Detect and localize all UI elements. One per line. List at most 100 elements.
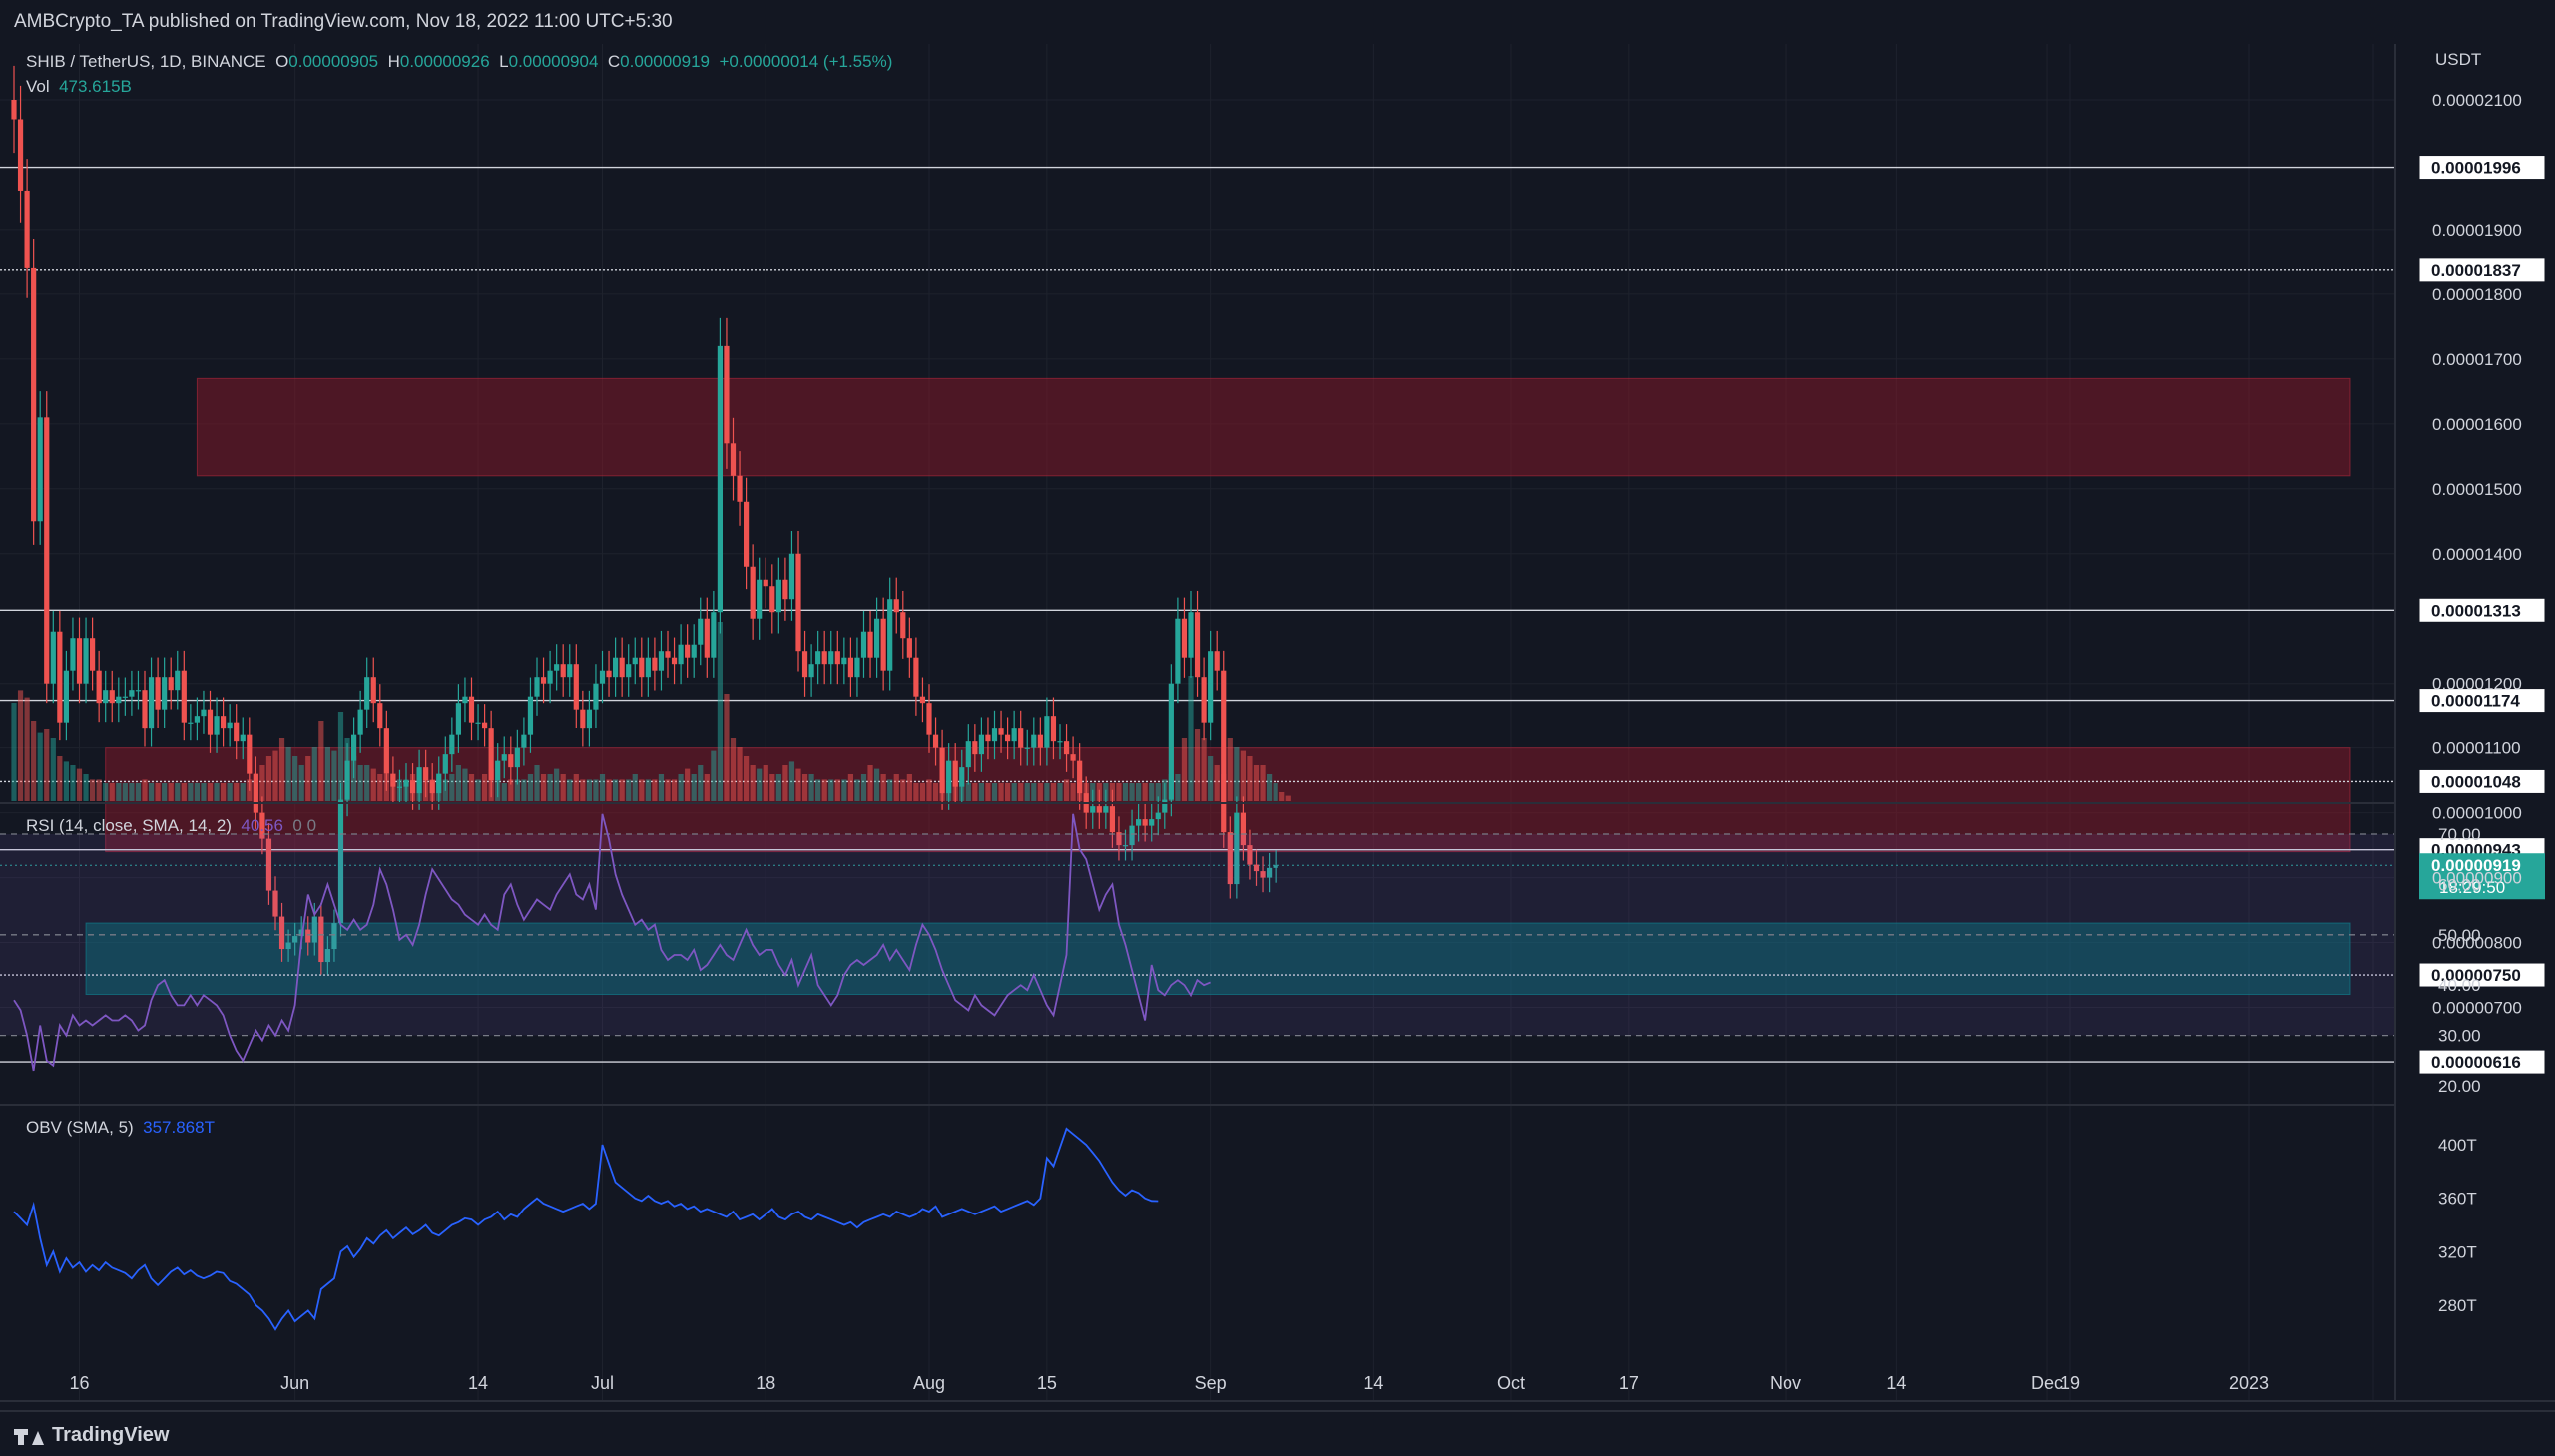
candle-body	[586, 709, 592, 729]
symbol-label[interactable]: SHIB / TetherUS, 1D, BINANCE	[26, 52, 266, 71]
candle-body	[998, 728, 1004, 735]
candle-body	[214, 716, 220, 735]
candle-body	[109, 690, 115, 704]
open-label: O	[275, 52, 289, 71]
candle-body	[782, 579, 788, 600]
volume-bar	[1214, 765, 1220, 801]
volume-bar	[1149, 783, 1155, 801]
volume-bar	[337, 712, 344, 801]
level-label-box	[2418, 688, 2546, 714]
volume-bar	[613, 779, 619, 801]
obv-tick-label: 400T	[2438, 1136, 2477, 1155]
volume-bar	[867, 765, 873, 801]
candle-body	[278, 916, 285, 950]
open-value: 0.00000905	[288, 52, 379, 71]
obv-tick-label: 360T	[2438, 1190, 2477, 1209]
volume-bar	[278, 738, 285, 801]
time-tick-label: 14	[468, 1373, 488, 1393]
volume-bar	[351, 756, 357, 801]
volume-bar	[1188, 676, 1194, 801]
level-label: 0.00001048	[2431, 772, 2521, 791]
candle-body	[860, 631, 867, 658]
publisher-bar: AMBCrypto_TA published on TradingView.co…	[0, 0, 2555, 44]
obv-label[interactable]: OBV (SMA, 5)	[26, 1118, 134, 1137]
candle-body	[468, 696, 475, 723]
candle-body	[96, 670, 102, 704]
candle-body	[965, 741, 971, 768]
time-tick-label: Nov	[1770, 1373, 1801, 1393]
volume-bar	[887, 779, 893, 801]
candle-body	[364, 677, 370, 710]
candle-body	[978, 734, 984, 755]
candle-body	[932, 734, 939, 748]
candle-body	[247, 734, 253, 774]
candle-body	[639, 657, 645, 678]
tradingview-logo[interactable]: TradingView	[14, 1424, 169, 1447]
volume-bar	[730, 738, 737, 801]
candle-body	[63, 670, 69, 723]
candle-body	[337, 799, 344, 924]
candle-body	[599, 670, 606, 684]
candle-body	[1267, 867, 1273, 878]
horizontal-levels: 0.00001996 0.00001837 0.00001313 0.00001174…	[0, 155, 2546, 1075]
level-label-box	[2418, 155, 2546, 181]
volume-bar	[717, 622, 723, 801]
candle-body	[285, 942, 291, 950]
volume-bar	[1181, 738, 1188, 801]
candle-body	[1122, 845, 1129, 847]
candle-body	[416, 767, 422, 794]
volume-bar	[978, 783, 984, 801]
close-value: 0.00000919	[620, 52, 710, 71]
candle-body	[311, 916, 317, 943]
volume-bar	[1279, 792, 1285, 801]
volume-bar	[1201, 738, 1207, 801]
candle-body	[1116, 832, 1122, 846]
candle-body	[769, 586, 775, 613]
candle-body	[685, 644, 691, 658]
candle-body	[462, 696, 468, 704]
level-label: 0.00001174	[2431, 692, 2520, 711]
candle-body	[351, 734, 357, 761]
volume-bar	[221, 783, 227, 801]
candle-body	[704, 618, 710, 658]
volume-bar	[985, 783, 991, 801]
volume-bar	[240, 783, 246, 801]
volume-bar	[377, 774, 383, 801]
volume-bar	[769, 774, 775, 801]
volume-bar	[201, 783, 207, 801]
volume-bars	[11, 622, 1291, 801]
volume-bar	[175, 783, 181, 801]
volume-bar	[1273, 783, 1278, 801]
candle-body	[730, 443, 737, 476]
chart-canvas[interactable]: 0.00001996 0.00001837 0.00001313 0.00001174…	[0, 0, 2555, 1410]
rsi-label[interactable]: RSI (14, close, SMA, 14, 2)	[26, 816, 232, 835]
time-tick-label: 2023	[2229, 1373, 2269, 1393]
level-label-box	[2418, 597, 2546, 623]
volume-bar	[129, 783, 135, 801]
volume-bar	[162, 783, 168, 801]
candle-body	[952, 760, 958, 787]
candle-body	[377, 703, 383, 729]
candle-body	[737, 475, 743, 502]
volume-bar	[685, 768, 691, 801]
candle-body	[31, 267, 37, 522]
volume-bar	[619, 779, 625, 801]
candle-body	[1214, 651, 1220, 671]
volume-bar	[1024, 783, 1030, 801]
volume-bar	[1122, 783, 1129, 801]
candle-body	[1070, 754, 1076, 761]
candle-body	[645, 657, 651, 678]
volume-bar	[122, 783, 128, 801]
candle-body	[488, 728, 494, 781]
time-tick-label: 14	[1886, 1373, 1906, 1393]
time-tick-label: Aug	[913, 1373, 945, 1393]
volume-bar	[704, 774, 710, 801]
candle-body	[847, 657, 853, 678]
candle-body	[482, 722, 488, 729]
volume-bar	[567, 779, 573, 801]
volume-bar	[540, 774, 547, 801]
candle-body	[234, 722, 240, 742]
candle-body	[70, 638, 76, 671]
volume-bar	[678, 774, 684, 801]
change-value: +0.00000014 (+1.55%)	[719, 52, 893, 71]
